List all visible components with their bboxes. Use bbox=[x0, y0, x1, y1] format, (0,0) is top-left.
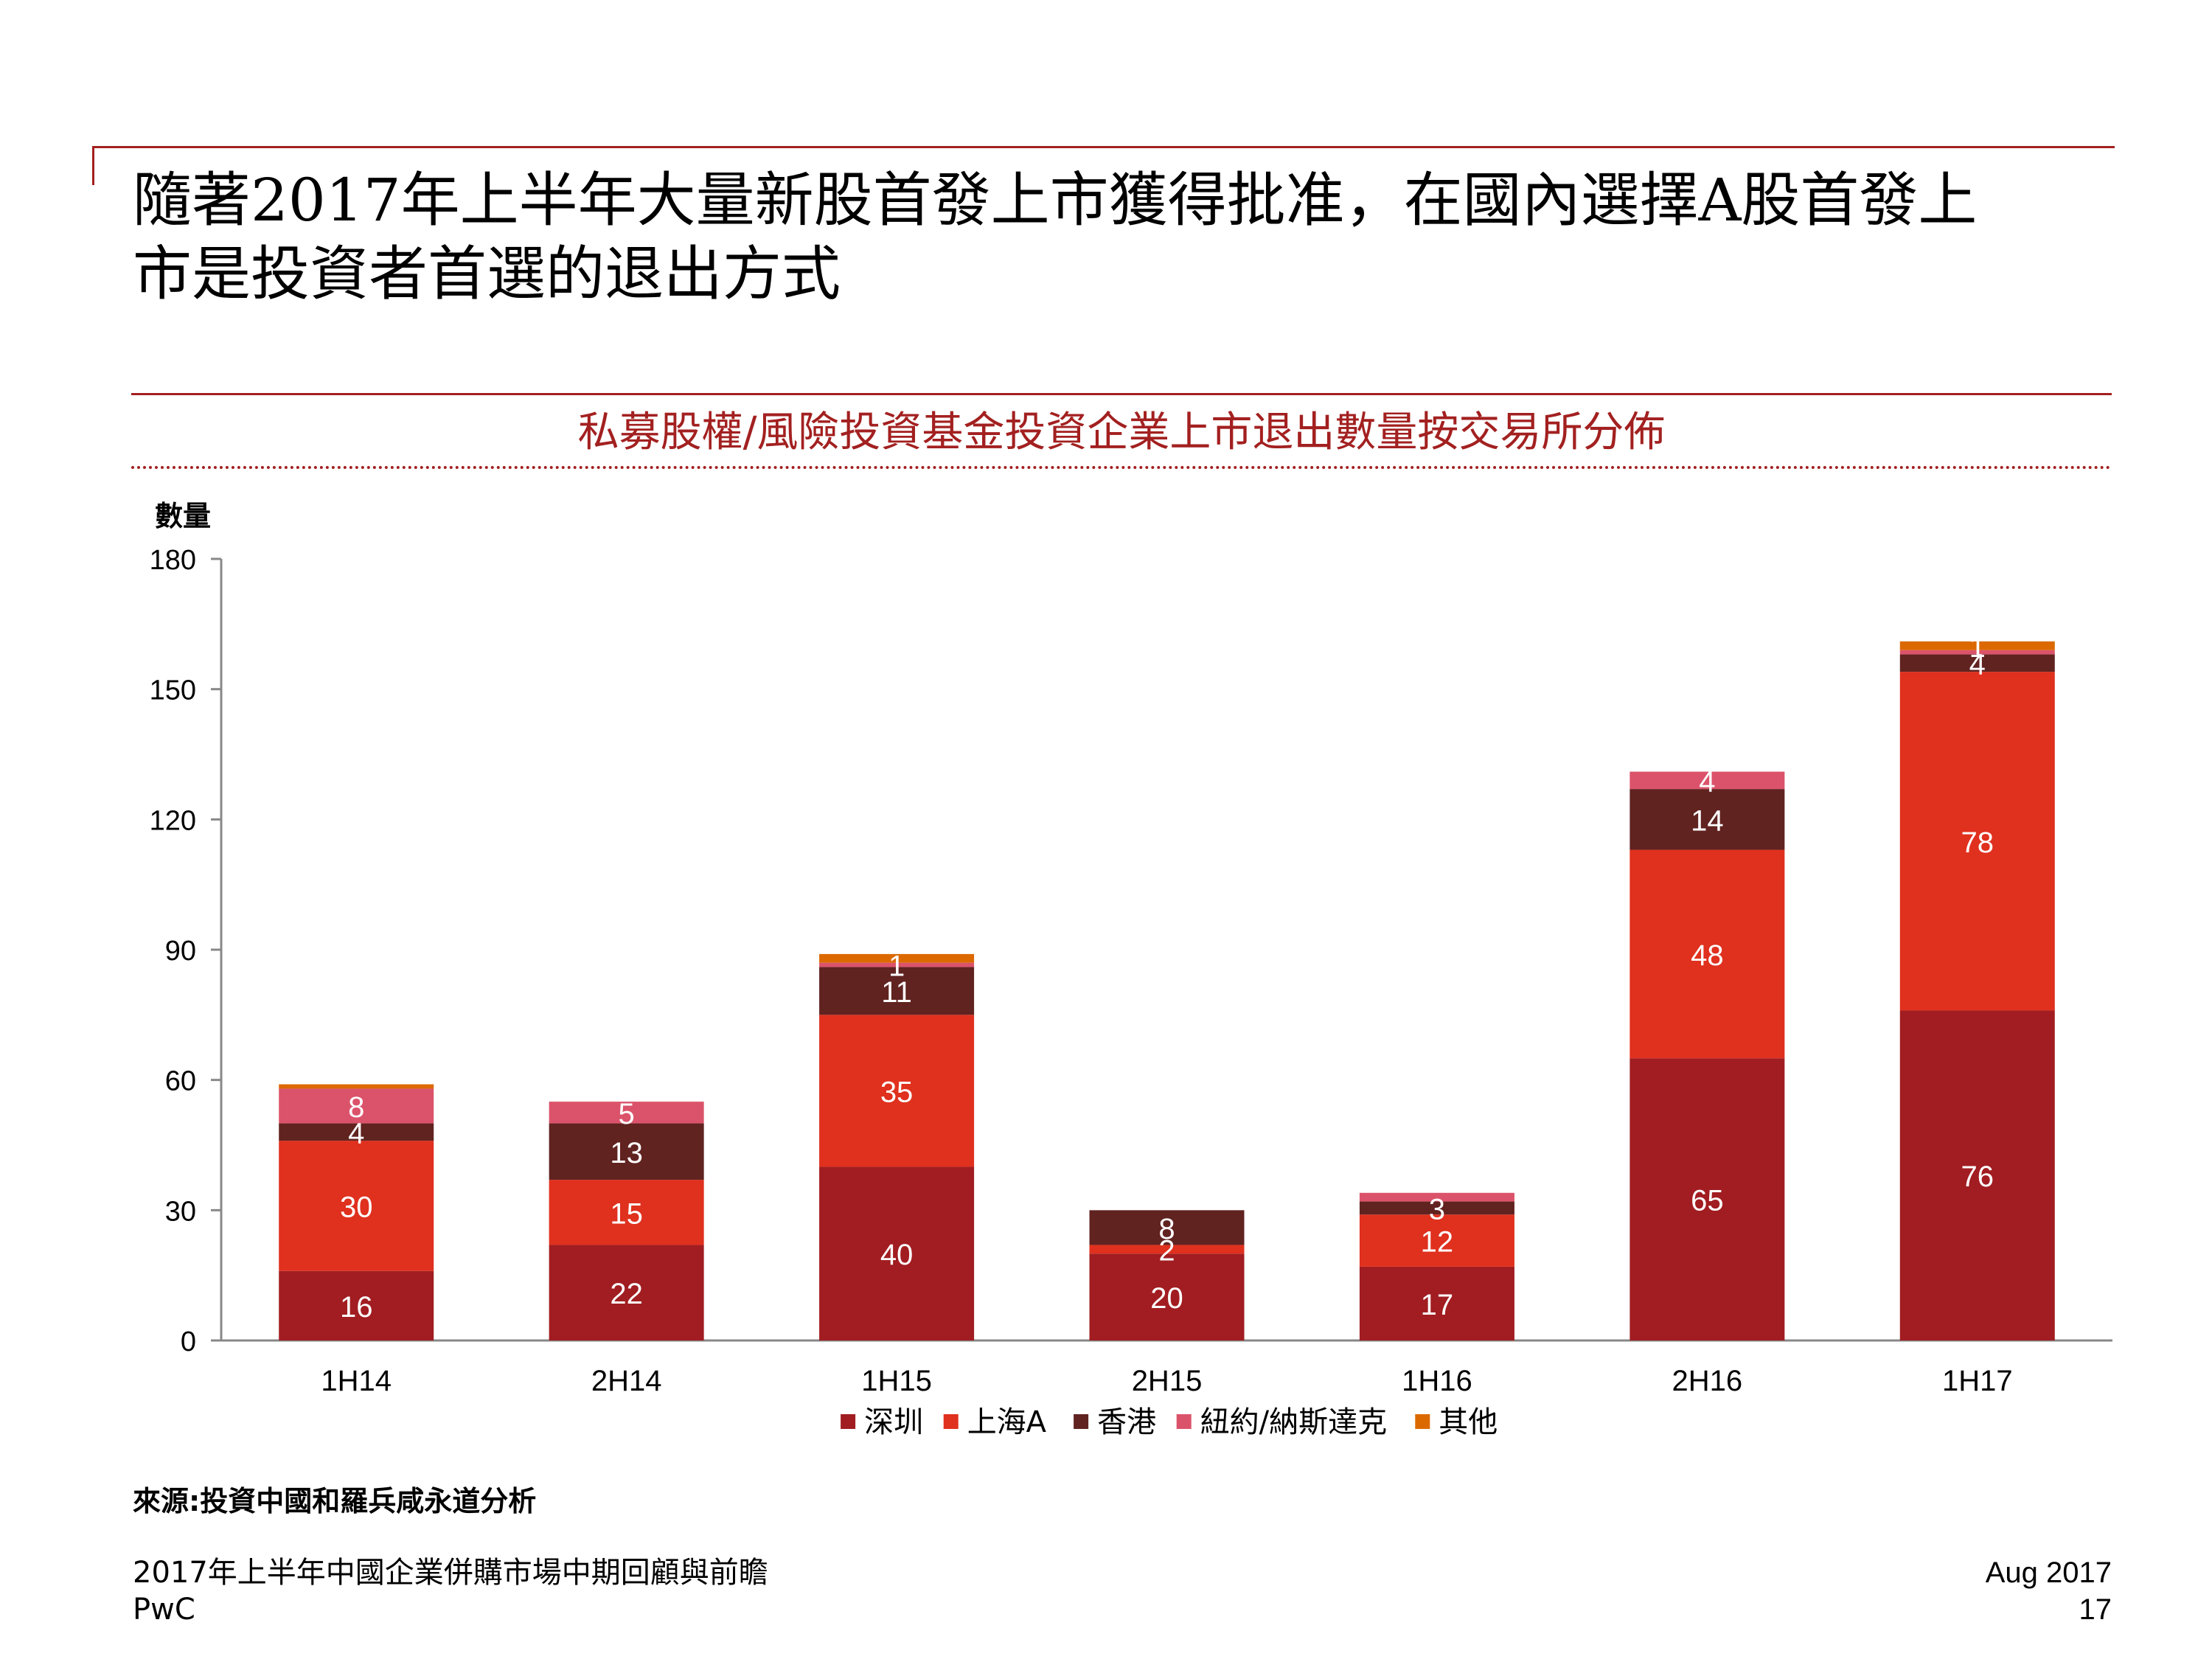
data-label: 30 bbox=[340, 1191, 373, 1223]
data-label: 48 bbox=[1691, 939, 1724, 972]
bar-segment-2h16-series-0 bbox=[1630, 1058, 1785, 1340]
bar-segment-2h16-series-2 bbox=[1630, 789, 1785, 850]
data-label: 8 bbox=[1158, 1213, 1175, 1245]
x-tick-label: 2H16 bbox=[1672, 1365, 1743, 1397]
legend-swatch-4 bbox=[1415, 1414, 1430, 1429]
bar-segment-1h16-series-3 bbox=[1359, 1192, 1514, 1202]
data-label: 13 bbox=[610, 1137, 643, 1169]
bar-segment-1h16-series-2 bbox=[1359, 1201, 1514, 1215]
y-tick-label: 60 bbox=[165, 1066, 196, 1097]
data-label: 65 bbox=[1691, 1185, 1724, 1217]
x-tick-label: 2H14 bbox=[591, 1365, 662, 1397]
page-title-line1: 隨著2017年上半年大量新股首發上市獲得批准，在國內選擇A股首發上 bbox=[133, 166, 1978, 234]
x-tick-label: 2H15 bbox=[1132, 1365, 1203, 1397]
legend-label-2: 香港 bbox=[1097, 1405, 1156, 1439]
chart-title-rule bbox=[131, 393, 2112, 395]
bar-segment-2h14-series-1 bbox=[549, 1180, 704, 1245]
legend-swatch-1 bbox=[943, 1414, 959, 1429]
bar-segment-1h17-series-4 bbox=[1899, 641, 2055, 650]
page-title-line2: 市是投資者首選的退出方式 bbox=[133, 240, 841, 308]
bar-segment-2h14-series-2 bbox=[549, 1123, 704, 1180]
data-label: 4 bbox=[1969, 648, 1986, 681]
legend-label-1: 上海A bbox=[967, 1405, 1047, 1439]
data-label: 78 bbox=[1961, 827, 1994, 859]
bar-segment-1h14-series-2 bbox=[279, 1123, 434, 1141]
legend-label-4: 其他 bbox=[1439, 1405, 1498, 1439]
bar-segment-2h15-series-1 bbox=[1089, 1245, 1245, 1254]
y-tick-label: 120 bbox=[150, 805, 196, 836]
bar-segment-1h17-series-3 bbox=[1899, 650, 2055, 655]
bar-segment-1h14-series-1 bbox=[279, 1141, 434, 1271]
footer-page-number: 17 bbox=[2079, 1593, 2112, 1626]
data-label: 8 bbox=[348, 1091, 364, 1124]
data-label: 76 bbox=[1961, 1161, 1994, 1193]
data-label: 12 bbox=[1421, 1226, 1454, 1259]
bar-segment-1h17-series-2 bbox=[1899, 654, 2055, 672]
data-label: 1 bbox=[1969, 631, 1986, 664]
data-label: 4 bbox=[348, 1117, 364, 1150]
chart-title-dotted-rule bbox=[131, 466, 2112, 469]
bar-segment-1h15-series-2 bbox=[819, 967, 975, 1015]
source-note: 來源:投資中國和羅兵咸永道分析 bbox=[133, 1485, 537, 1517]
data-label: 2 bbox=[1158, 1234, 1175, 1267]
data-label: 20 bbox=[1150, 1282, 1183, 1315]
bar-segment-1h15-series-1 bbox=[819, 1015, 975, 1167]
x-tick-label: 1H17 bbox=[1942, 1365, 2013, 1397]
bar-segment-2h15-series-0 bbox=[1089, 1253, 1245, 1340]
bar-segment-1h15-series-4 bbox=[819, 953, 975, 963]
y-tick-label: 90 bbox=[165, 936, 196, 967]
data-label: 14 bbox=[1691, 804, 1724, 837]
data-label: 35 bbox=[880, 1076, 914, 1108]
footer-report-title: 2017年上半年中國企業併購市場中期回顧與前瞻 bbox=[133, 1556, 768, 1590]
bar-segment-2h15-series-2 bbox=[1089, 1210, 1245, 1245]
data-label: 40 bbox=[880, 1239, 914, 1271]
legend-swatch-0 bbox=[841, 1414, 856, 1429]
y-axis-label: 數量 bbox=[155, 500, 211, 532]
bar-segment-2h14-series-3 bbox=[549, 1102, 704, 1124]
data-label: 3 bbox=[1429, 1193, 1445, 1225]
bar-segment-1h17-series-1 bbox=[1899, 672, 2055, 1011]
data-label: 11 bbox=[881, 976, 912, 1009]
data-label: 17 bbox=[1421, 1289, 1454, 1321]
x-tick-label: 1H15 bbox=[861, 1365, 932, 1397]
y-tick-label: 150 bbox=[150, 675, 196, 706]
y-tick-label: 30 bbox=[165, 1196, 196, 1227]
bar-segment-1h16-series-1 bbox=[1359, 1214, 1514, 1267]
bar-segment-1h15-series-0 bbox=[819, 1166, 975, 1340]
legend-swatch-3 bbox=[1176, 1414, 1192, 1429]
y-tick-label: 180 bbox=[150, 545, 196, 576]
legend-label-0: 深圳 bbox=[864, 1405, 923, 1439]
footer-left: 2017年上半年中國企業併購市場中期回顧與前瞻 PwC bbox=[133, 1554, 768, 1628]
data-label: 4 bbox=[1699, 765, 1715, 798]
bar-segment-1h14-series-4 bbox=[279, 1084, 434, 1089]
footer-right: Aug 2017 17 bbox=[1986, 1554, 2112, 1628]
bar-segment-2h16-series-1 bbox=[1630, 849, 1785, 1059]
x-tick-label: 1H14 bbox=[321, 1365, 392, 1397]
bar-segment-1h15-series-3 bbox=[819, 962, 975, 967]
legend-swatch-2 bbox=[1074, 1414, 1089, 1429]
data-label: 22 bbox=[610, 1278, 643, 1310]
data-label: 1 bbox=[888, 950, 905, 983]
data-label: 15 bbox=[610, 1197, 643, 1230]
bar-segment-1h17-series-0 bbox=[1899, 1010, 2055, 1340]
bar-segment-1h14-series-0 bbox=[279, 1270, 434, 1340]
chart-title: 私募股權/風險投資基金投資企業上市退出數量按交易所分佈 bbox=[577, 408, 1666, 456]
title-bracket bbox=[92, 146, 2115, 185]
footer-company: PwC bbox=[133, 1593, 195, 1627]
bar-segment-2h14-series-0 bbox=[549, 1245, 704, 1340]
bar-segment-1h16-series-0 bbox=[1359, 1266, 1514, 1340]
footer-date: Aug 2017 bbox=[1985, 1557, 2112, 1589]
bar-segment-2h16-series-3 bbox=[1630, 771, 1785, 790]
x-tick-label: 1H16 bbox=[1402, 1365, 1472, 1397]
data-label: 16 bbox=[340, 1291, 373, 1324]
bar-segment-1h14-series-3 bbox=[279, 1088, 434, 1124]
data-label: 5 bbox=[619, 1098, 635, 1130]
legend-label-3: 紐約/納斯達克 bbox=[1200, 1405, 1387, 1439]
y-tick-label: 0 bbox=[181, 1326, 196, 1357]
page-title: 隨著2017年上半年大量新股首發上市獲得批准，在國內選擇A股首發上 市是投資者首… bbox=[133, 164, 2109, 311]
